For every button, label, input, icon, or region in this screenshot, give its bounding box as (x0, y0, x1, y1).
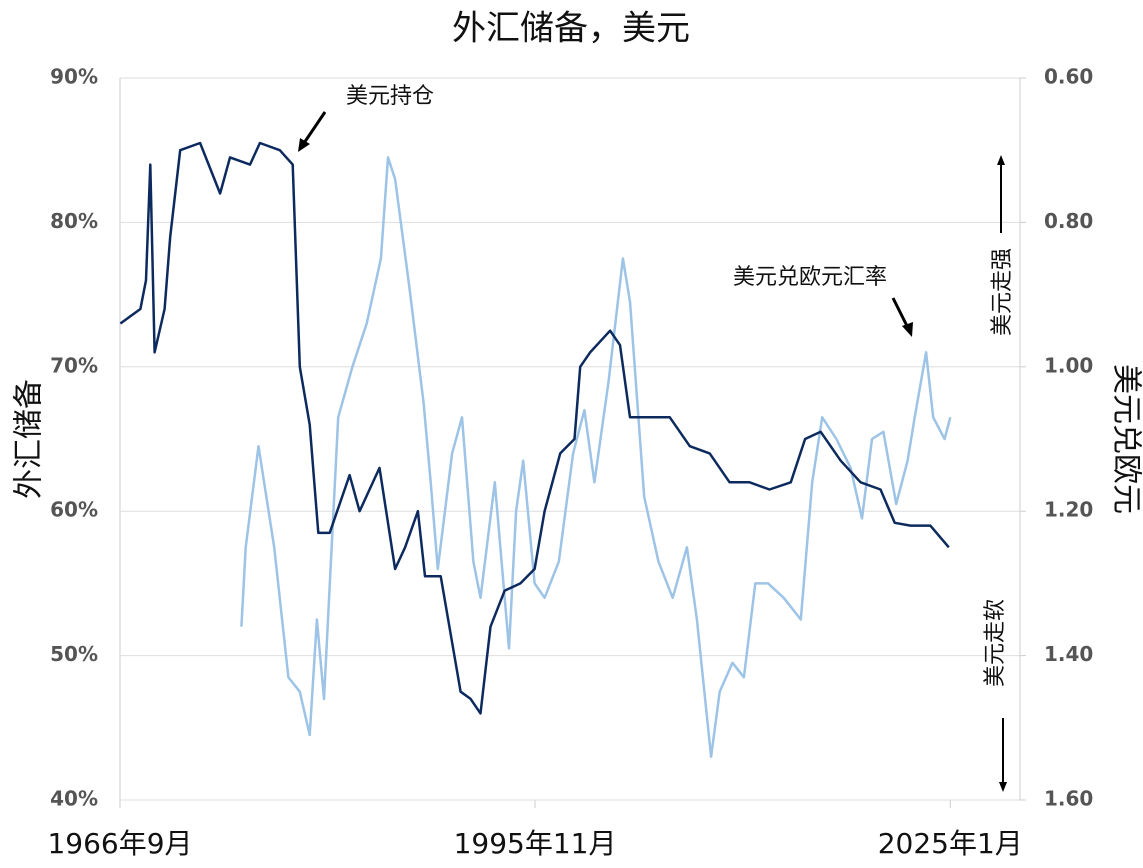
y2-tick-label: 1.60 (1044, 787, 1093, 811)
arrow-head (902, 322, 913, 337)
y2-tick-label: 1.00 (1044, 353, 1093, 377)
y-tick-label: 60% (50, 498, 98, 522)
y-tick-label: 50% (50, 642, 98, 666)
data-line (241, 157, 950, 756)
annotation: 美元兑欧元汇率 (733, 265, 887, 290)
arrow-head (298, 138, 310, 152)
x-tick-label: 2025年1月 (878, 827, 1023, 860)
y-tick-label: 70% (50, 353, 98, 377)
y2-tick-label: 1.20 (1044, 498, 1093, 522)
annotation: 美元走软 (983, 599, 1008, 687)
y2-axis-label: 美元兑欧元 (1109, 364, 1143, 514)
y-tick-label: 40% (50, 787, 98, 811)
annotation: 美元持仓 (346, 84, 434, 109)
y-tick-label: 80% (50, 209, 98, 233)
chart-title: 外汇储备，美元 (452, 9, 690, 49)
y2-tick-label: 0.60 (1044, 65, 1093, 89)
y-tick-label: 90% (50, 65, 98, 89)
y2-tick-label: 1.40 (1044, 642, 1093, 666)
x-tick-label: 1995年11月 (454, 827, 617, 860)
annotation: 美元走强 (990, 248, 1015, 336)
y-axis-label: 外汇储备 (12, 379, 47, 499)
data-line (120, 143, 948, 713)
x-tick-label: 1966年9月 (47, 827, 192, 860)
y2-tick-label: 0.80 (1044, 209, 1093, 233)
annotation-arrow (302, 112, 325, 146)
arrow-head (997, 155, 1005, 165)
arrow-head (999, 782, 1007, 792)
